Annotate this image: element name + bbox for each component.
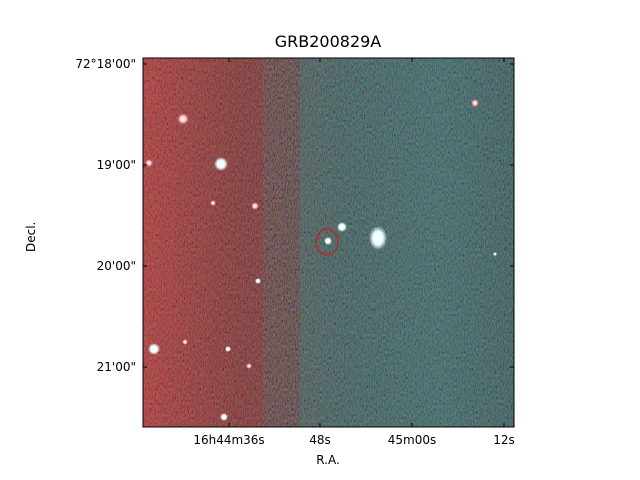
y-tick-label: 72°18'00": [75, 57, 136, 71]
x-ticks: [228, 58, 505, 427]
star-source: [324, 237, 332, 245]
red-ellipse: [315, 228, 339, 256]
x-tick-label: 48s: [309, 433, 331, 447]
star-source: [493, 252, 497, 256]
star-source: [220, 413, 228, 421]
star-source: [337, 222, 347, 232]
x-tick-label: 12s: [493, 433, 515, 447]
x-tick-label: 45m00s: [387, 433, 437, 447]
sky-image: [143, 58, 514, 427]
star-source: [177, 113, 189, 125]
star-source: [255, 278, 261, 284]
star-source: [182, 339, 188, 345]
star-source: [246, 363, 252, 369]
y-ticks: [143, 63, 514, 368]
x-tick-label: 16h44m36s: [193, 433, 265, 447]
figure-title: GRB200829A: [274, 32, 382, 51]
y-tick-label: 20'00": [96, 259, 136, 273]
x-axis-label: R.A.: [316, 453, 340, 467]
star-source: [145, 159, 153, 167]
star-source: [471, 99, 479, 107]
y-tick-label: 19'00": [96, 158, 136, 172]
star-source: [148, 343, 160, 355]
star-source: [225, 346, 231, 352]
star-source: [251, 202, 259, 210]
y-axis-label: Decl.: [24, 221, 38, 252]
axes-frame: [142, 57, 515, 428]
star-source: [210, 200, 216, 206]
star-source: [214, 157, 228, 171]
y-tick-label: 21'00": [96, 360, 136, 374]
galaxy-source: [369, 226, 387, 250]
